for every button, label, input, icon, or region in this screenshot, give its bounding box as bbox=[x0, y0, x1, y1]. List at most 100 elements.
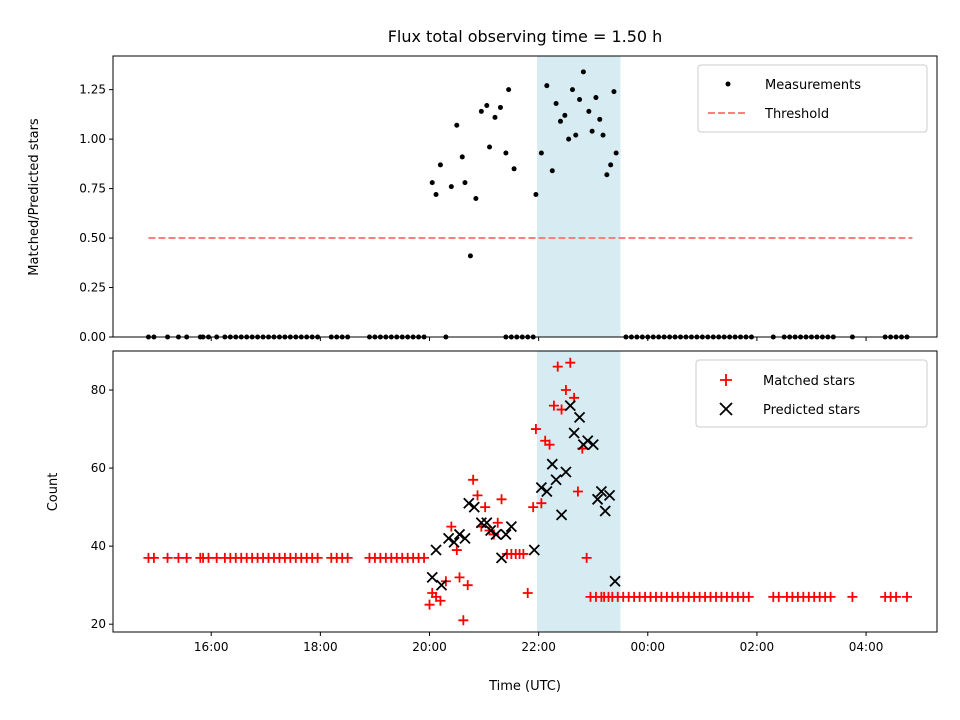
y-tick-label: 0.50 bbox=[79, 231, 106, 245]
y-tick-label: 80 bbox=[91, 383, 106, 397]
y-tick-label: 40 bbox=[91, 539, 106, 553]
measurement-point bbox=[511, 166, 517, 172]
predicted-star-point bbox=[448, 536, 460, 548]
x-axis-label: Time (UTC) bbox=[488, 679, 561, 694]
matched-star-point bbox=[480, 502, 491, 513]
bottom-y-ticks: 20 40 60 80 bbox=[91, 383, 113, 631]
matched-star-point bbox=[530, 424, 541, 435]
legend-predicted-marker bbox=[719, 402, 733, 416]
predicted-star-point bbox=[550, 474, 562, 486]
top-panel: 0.00 0.25 0.50 0.75 1.00 1.25 Matched/Predict… bbox=[27, 55, 938, 344]
bottom-legend: Matched stars Predicted stars bbox=[695, 359, 928, 428]
predicted-star-point bbox=[495, 552, 508, 564]
matched-star-point bbox=[496, 494, 507, 505]
predicted-star-point bbox=[459, 532, 471, 544]
matched-star-point bbox=[536, 498, 547, 509]
matched-star-point bbox=[435, 595, 446, 606]
measurement-point bbox=[433, 192, 439, 198]
measurement-point bbox=[506, 87, 512, 93]
measurement-point bbox=[459, 154, 465, 160]
measurement-point bbox=[589, 128, 595, 134]
predicted-star-point bbox=[528, 544, 540, 556]
highlight-span-top bbox=[537, 56, 621, 337]
predicted-star-point bbox=[490, 528, 502, 541]
matched-star-point bbox=[825, 591, 836, 602]
x-tick-label: 18:00 bbox=[303, 640, 338, 654]
measurement-point bbox=[577, 97, 583, 103]
predicted-star-point bbox=[481, 517, 493, 529]
predicted-star-point bbox=[603, 489, 616, 502]
matched-star-point bbox=[552, 361, 563, 372]
y-tick-label: 0.25 bbox=[79, 281, 106, 295]
matched-star-point bbox=[454, 572, 465, 583]
measurement-point bbox=[611, 89, 617, 95]
matched-star-point bbox=[472, 490, 483, 501]
matched-star-point bbox=[556, 404, 567, 415]
predicted-star-point bbox=[591, 493, 604, 505]
measurement-point bbox=[467, 253, 473, 259]
measurement-point bbox=[604, 172, 610, 178]
bottom-axes-frame bbox=[112, 350, 938, 633]
matched-star-point bbox=[446, 521, 457, 532]
matched-star-point bbox=[312, 552, 323, 563]
predicted-star-point bbox=[568, 427, 580, 439]
measurement-point bbox=[492, 114, 498, 120]
measurement-point bbox=[478, 108, 484, 114]
measurement-point bbox=[454, 122, 460, 128]
measurement-point bbox=[544, 83, 550, 89]
matched-star-point bbox=[565, 357, 576, 368]
matched-star-point bbox=[572, 486, 583, 497]
top-legend: Measurements Threshold bbox=[697, 64, 928, 133]
measurement-point bbox=[600, 132, 606, 138]
predicted-star-point bbox=[587, 439, 599, 451]
matched-star-point bbox=[581, 552, 592, 563]
measurement-point bbox=[429, 180, 435, 186]
matched-star-point bbox=[544, 439, 555, 450]
measurement-point bbox=[549, 168, 555, 174]
matched-star-point bbox=[743, 591, 754, 602]
measurement-point bbox=[586, 108, 592, 114]
matched-star-point bbox=[528, 502, 539, 513]
measurement-point bbox=[497, 104, 503, 110]
measurement-point bbox=[608, 162, 614, 168]
predicted-star-point bbox=[430, 544, 442, 556]
bottom-y-axis-label: Count bbox=[46, 473, 61, 512]
legend-measurements-label: Measurements bbox=[765, 78, 861, 93]
measurement-point bbox=[538, 150, 544, 156]
y-tick-label: 1.25 bbox=[79, 83, 106, 97]
y-tick-label: 20 bbox=[91, 617, 106, 631]
x-tick-label: 04:00 bbox=[849, 640, 884, 654]
matched-star-point bbox=[148, 552, 159, 563]
legend-predicted-label: Predicted stars bbox=[763, 403, 860, 418]
predicted-star-point bbox=[463, 497, 475, 509]
measurement-point bbox=[437, 162, 443, 168]
matched-star-point bbox=[548, 400, 559, 411]
measurement-point bbox=[484, 102, 490, 108]
predicted-star-point bbox=[468, 501, 480, 513]
measurement-point bbox=[569, 87, 575, 93]
y-tick-label: 1.00 bbox=[79, 132, 106, 146]
legend-matched-label: Matched stars bbox=[763, 374, 855, 389]
chart-title: Flux total observing time = 1.50 h bbox=[388, 27, 663, 46]
predicted-star-point bbox=[582, 435, 594, 447]
predicted-star-point bbox=[564, 400, 576, 412]
measurement-point bbox=[533, 192, 539, 198]
y-tick-label: 0.75 bbox=[79, 182, 106, 196]
measurement-point bbox=[503, 150, 509, 156]
matched-star-point bbox=[451, 545, 462, 556]
matched-star-point bbox=[468, 474, 479, 485]
predicted-star-point bbox=[560, 466, 572, 478]
measurement-point bbox=[613, 150, 619, 156]
predicted-star-point bbox=[505, 520, 517, 533]
measurement-point bbox=[473, 195, 479, 201]
measurement-point bbox=[580, 69, 586, 75]
matched-star-point bbox=[419, 552, 430, 563]
predicted-star-point bbox=[546, 458, 558, 470]
measurement-point bbox=[487, 144, 493, 150]
top-y-axis-label: Matched/Predicted stars bbox=[27, 118, 42, 276]
measurement-point bbox=[557, 118, 563, 124]
matched-star-point bbox=[462, 580, 473, 591]
matched-star-point bbox=[162, 552, 173, 563]
matched-star-point bbox=[424, 599, 435, 610]
